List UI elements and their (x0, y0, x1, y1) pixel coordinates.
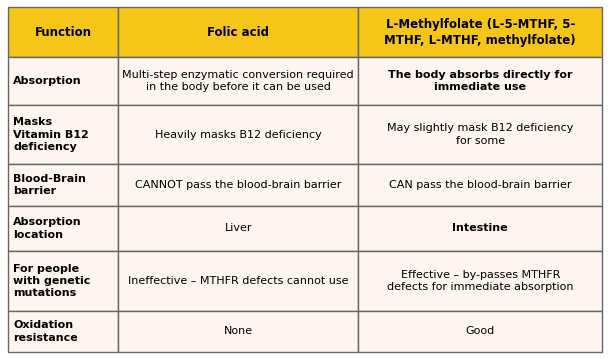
Bar (359, 206, 602, 251)
Text: Absorption: Absorption (13, 76, 82, 86)
Text: Heavily masks B12 deficiency: Heavily masks B12 deficiency (155, 130, 321, 140)
Text: Ineffective – MTHFR defects cannot use: Ineffective – MTHFR defects cannot use (128, 276, 348, 286)
Bar (118, 105, 359, 164)
Text: Multi-step enzymatic conversion required
in the body before it can be used: Multi-step enzymatic conversion required… (123, 70, 354, 92)
Bar (359, 7, 602, 57)
Bar (118, 311, 359, 352)
Text: Liver: Liver (224, 223, 252, 233)
Bar (8, 311, 118, 352)
Bar (359, 164, 602, 206)
Bar (8, 57, 118, 105)
Text: Masks
Vitamin B12
deficiency: Masks Vitamin B12 deficiency (13, 117, 88, 152)
Text: Blood-Brain
barrier: Blood-Brain barrier (13, 174, 86, 196)
Bar (8, 206, 118, 251)
Text: L-Methylfolate (L-5-MTHF, 5-
MTHF, L-MTHF, methylfolate): L-Methylfolate (L-5-MTHF, 5- MTHF, L-MTH… (384, 18, 576, 47)
Bar (8, 251, 118, 311)
Bar (118, 57, 359, 105)
Bar (118, 251, 359, 311)
Text: For people
with genetic
mutations: For people with genetic mutations (13, 264, 90, 298)
Text: Oxidation
resistance: Oxidation resistance (13, 320, 77, 342)
Bar (118, 164, 359, 206)
Text: The body absorbs directly for
immediate use: The body absorbs directly for immediate … (388, 70, 572, 92)
Text: Good: Good (465, 326, 495, 336)
Text: Intestine: Intestine (453, 223, 508, 233)
Bar (8, 105, 118, 164)
Text: Absorption
location: Absorption location (13, 217, 82, 240)
Bar (359, 57, 602, 105)
Text: None: None (224, 326, 253, 336)
Bar (118, 206, 359, 251)
Bar (118, 7, 359, 57)
Text: Folic acid: Folic acid (207, 25, 269, 39)
Text: CANNOT pass the blood-brain barrier: CANNOT pass the blood-brain barrier (135, 180, 342, 190)
Text: CAN pass the blood-brain barrier: CAN pass the blood-brain barrier (389, 180, 572, 190)
Text: May slightly mask B12 deficiency
for some: May slightly mask B12 deficiency for som… (387, 123, 573, 146)
Text: Function: Function (34, 25, 92, 39)
Bar (359, 251, 602, 311)
Bar (8, 7, 118, 57)
Text: Effective – by-passes MTHFR
defects for immediate absorption: Effective – by-passes MTHFR defects for … (387, 270, 573, 292)
Bar (359, 105, 602, 164)
Bar (359, 311, 602, 352)
Bar (8, 164, 118, 206)
